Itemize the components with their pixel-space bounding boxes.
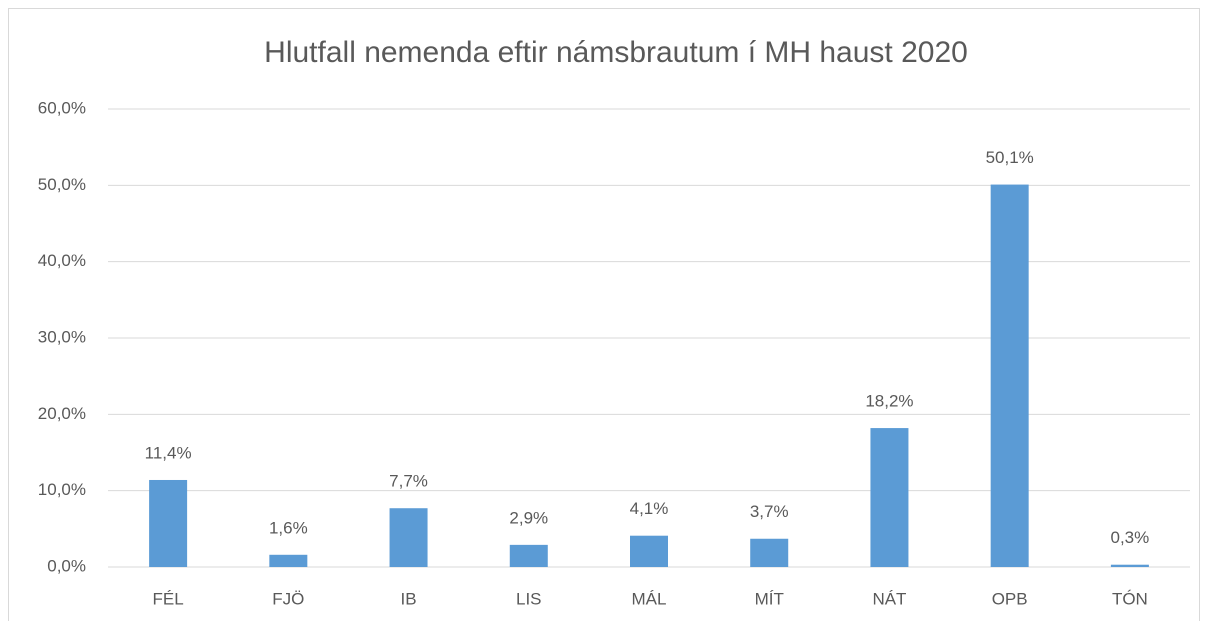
bar [870,428,909,567]
x-tick-label: OPB [992,589,1028,608]
y-tick-label: 40,0% [38,251,86,270]
y-tick-label: 50,0% [38,175,86,194]
data-label: 1,6% [269,518,308,537]
data-label: 7,7% [389,472,428,491]
data-label: 3,7% [750,502,789,521]
bar [1110,564,1149,567]
data-label: 2,9% [509,508,548,527]
x-tick-label: MÍT [755,589,784,608]
x-tick-label: LIS [516,589,542,608]
bar [509,544,548,567]
y-tick-label: 10,0% [38,480,86,499]
bar [750,538,789,567]
bar [990,184,1029,567]
y-tick-label: 20,0% [38,404,86,423]
data-label: 11,4% [145,443,192,462]
x-tick-label: IB [401,589,417,608]
y-tick-label: 60,0% [38,98,86,117]
x-tick-label: MÁL [632,589,667,608]
bar [630,535,668,567]
data-label: 50,1% [986,148,1034,167]
x-tick-label: FJÖ [272,589,304,608]
x-tick-label: TÓN [1112,589,1148,608]
x-tick-label: NÁT [872,589,906,608]
bar [389,508,428,567]
data-label: 4,1% [630,499,669,518]
bar [269,554,308,567]
y-tick-label: 30,0% [38,327,86,346]
data-label: 0,3% [1111,528,1150,547]
bar [149,479,188,567]
x-tick-label: FÉL [153,589,184,608]
chart-title: Hlutfall nemenda eftir námsbrautum í MH … [264,36,968,69]
y-tick-label: 0,0% [47,556,86,575]
data-label: 18,2% [865,392,913,411]
